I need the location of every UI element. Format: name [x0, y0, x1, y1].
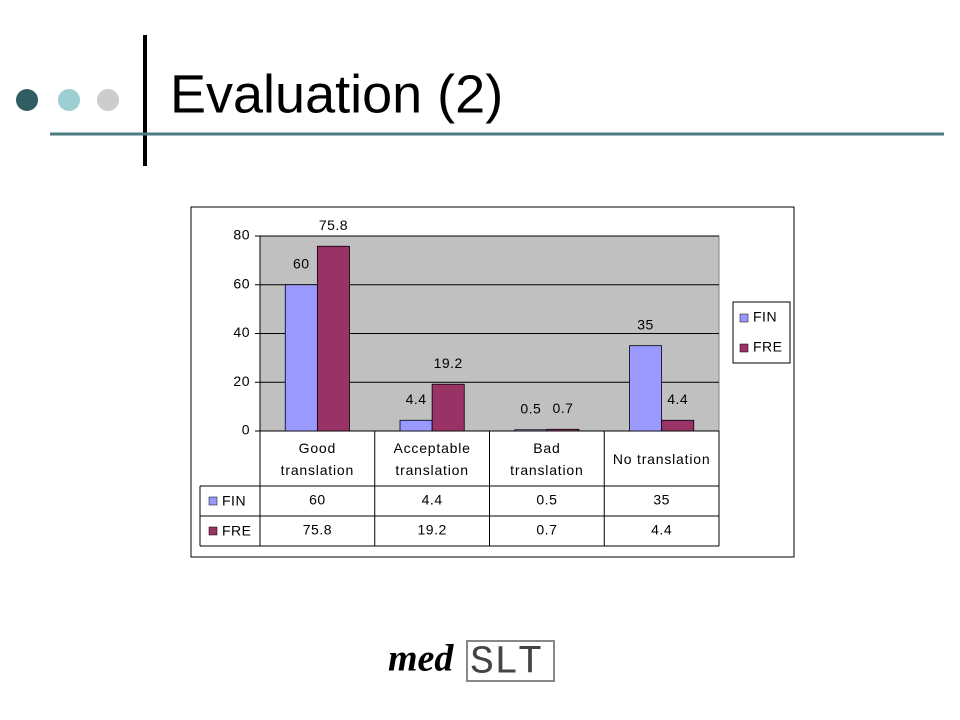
- table-cell: 4.4: [422, 492, 443, 508]
- table-cell: 0.7: [536, 522, 557, 538]
- table-cell: 60: [309, 492, 326, 508]
- table-series-name: FRE: [222, 523, 252, 539]
- table-cell: 35: [653, 492, 670, 508]
- decor-dot: [16, 89, 38, 111]
- y-tick-label: 80: [233, 227, 250, 243]
- bar: [316, 245, 350, 432]
- logo: med SLT: [388, 638, 555, 686]
- bar: [629, 345, 663, 432]
- slide-title: Evaluation (2): [170, 64, 503, 124]
- data-label: 19.2: [434, 355, 463, 371]
- legend-key: [739, 343, 749, 353]
- table-cell: 4.4: [651, 522, 672, 538]
- y-tick-label: 20: [233, 373, 250, 389]
- x-tick-label: Acceptable translation: [393, 439, 471, 478]
- data-label: 0.7: [552, 400, 573, 416]
- bar: [546, 428, 580, 432]
- table-cell: 75.8: [303, 522, 332, 538]
- bar: [661, 419, 695, 432]
- y-tick-label: 40: [233, 324, 250, 340]
- legend-label: FRE: [753, 339, 783, 355]
- x-tick-label: Bad translation: [510, 439, 584, 478]
- data-label: 35: [637, 316, 654, 332]
- x-tick-label: No translation: [612, 450, 711, 467]
- table-cell: 0.5: [536, 492, 557, 508]
- table-legend-key: [208, 526, 218, 536]
- bar: [431, 383, 465, 432]
- data-label: 4.4: [406, 391, 427, 407]
- bar: [284, 284, 318, 432]
- table-legend-key: [208, 496, 218, 506]
- y-tick-label: 0: [242, 422, 250, 438]
- table-series-name: FIN: [222, 493, 246, 509]
- logo-prefix: med: [388, 638, 454, 680]
- data-label: 75.8: [319, 217, 348, 233]
- table-cell: 19.2: [418, 522, 447, 538]
- decor-dot: [97, 89, 119, 111]
- bar: [399, 419, 433, 432]
- logo-box: [466, 640, 555, 682]
- logo-suffix: SLT: [470, 641, 542, 686]
- data-label: 60: [293, 255, 310, 271]
- legend-label: FIN: [753, 309, 777, 325]
- data-label: 0.5: [520, 400, 541, 416]
- y-tick-label: 60: [233, 275, 250, 291]
- data-label: 4.4: [667, 391, 688, 407]
- x-tick-label: Good translation: [280, 439, 355, 478]
- legend-key: [739, 313, 749, 323]
- legend-box: [732, 301, 791, 364]
- decor-dot: [58, 89, 80, 111]
